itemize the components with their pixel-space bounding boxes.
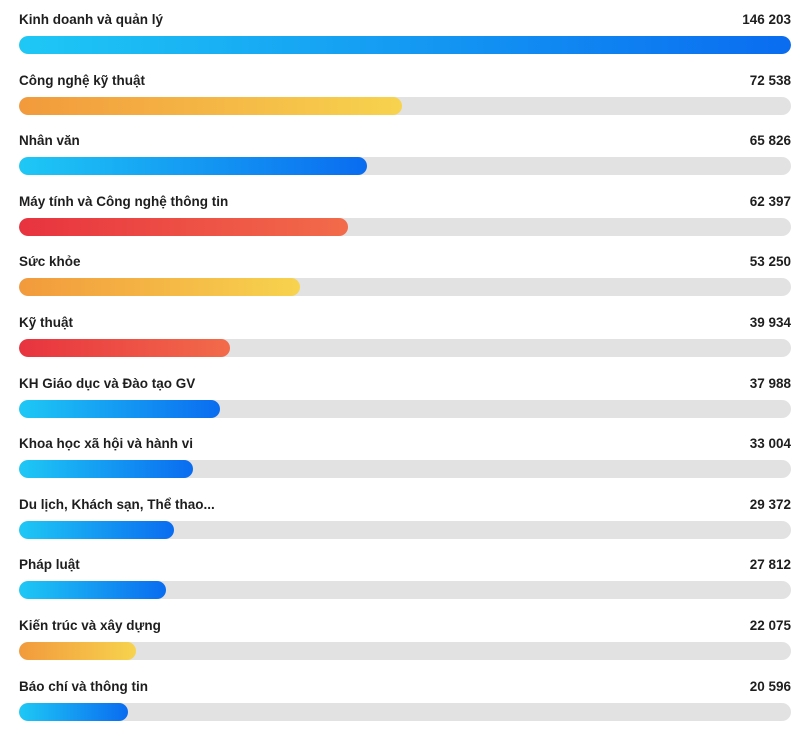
chart-row: Kinh doanh và quản lý 146 203: [19, 10, 791, 60]
value-label: 62 397: [749, 193, 791, 209]
bar-track: [19, 96, 791, 115]
bar: [19, 36, 791, 54]
bar-track: [19, 157, 791, 176]
bar: [19, 581, 166, 600]
category-label: Nhân văn: [19, 133, 80, 149]
bar-track: [19, 399, 791, 418]
chart-row: Kỹ thuật 39 934: [19, 313, 791, 363]
bar: [19, 157, 367, 176]
bar-track: [19, 642, 791, 660]
chart-row: Nhân văn 65 826: [19, 131, 791, 181]
bar-track: [19, 702, 791, 721]
category-label: Kiến trúc và xây dựng: [19, 618, 161, 633]
value-label: 39 934: [749, 315, 791, 330]
category-label: Kỹ thuật: [19, 315, 73, 330]
bar-track: [19, 581, 791, 600]
category-label: Khoa học xã hội và hành vi: [19, 436, 194, 452]
chart-row: KH Giáo dục và Đào tạo GV 37 988: [19, 374, 791, 424]
category-label: Công nghệ kỹ thuật: [19, 72, 145, 88]
category-label: Kinh doanh và quản lý: [19, 12, 164, 27]
bar-track: [19, 339, 791, 357]
bar-track: [19, 217, 791, 236]
bar: [19, 217, 348, 236]
value-label: 33 004: [749, 436, 791, 452]
category-label: Du lịch, Khách sạn, Thể thao...: [19, 496, 215, 512]
category-label: Pháp luật: [19, 557, 80, 573]
category-label: Báo chí và thông tin: [19, 678, 149, 694]
bar-track: [19, 36, 791, 54]
value-label: 27 812: [749, 557, 791, 573]
bar-track: [19, 278, 791, 297]
chart-row: Pháp luật 27 812: [19, 555, 791, 605]
value-label: 29 372: [749, 496, 791, 512]
chart-row: Sức khỏe 53 250: [19, 252, 791, 302]
value-label: 65 826: [749, 133, 791, 149]
chart-row: Du lịch, Khách sạn, Thể thao... 29 372: [19, 495, 791, 545]
bar: [19, 339, 230, 357]
chart-row: Khoa học xã hội và hành vi 33 004: [19, 434, 791, 484]
category-label: Máy tính và Công nghệ thông tin: [19, 193, 229, 209]
value-label: 37 988: [749, 375, 791, 391]
bar-track: [19, 460, 791, 479]
chart-row: Công nghệ kỹ thuật 72 538: [19, 71, 791, 121]
value-label: 53 250: [749, 254, 791, 270]
bar-track: [19, 520, 791, 539]
value-label: 72 538: [749, 72, 791, 88]
value-label: 20 596: [749, 678, 791, 694]
chart-row: Kiến trúc và xây dựng 22 075: [19, 616, 791, 666]
bar: [19, 96, 402, 115]
value-label: 22 075: [749, 618, 791, 633]
category-label: Sức khỏe: [19, 254, 81, 270]
bar: [19, 520, 174, 539]
value-label: 146 203: [742, 12, 791, 27]
bar: [19, 460, 193, 479]
chart-row: Máy tính và Công nghệ thông tin 62 397: [19, 192, 791, 242]
bar: [19, 642, 136, 660]
bar: [19, 278, 300, 297]
bar: [19, 702, 128, 721]
category-label: KH Giáo dục và Đào tạo GV: [19, 375, 196, 391]
chart-row: Báo chí và thông tin 20 596: [19, 677, 791, 727]
bar: [19, 399, 220, 418]
